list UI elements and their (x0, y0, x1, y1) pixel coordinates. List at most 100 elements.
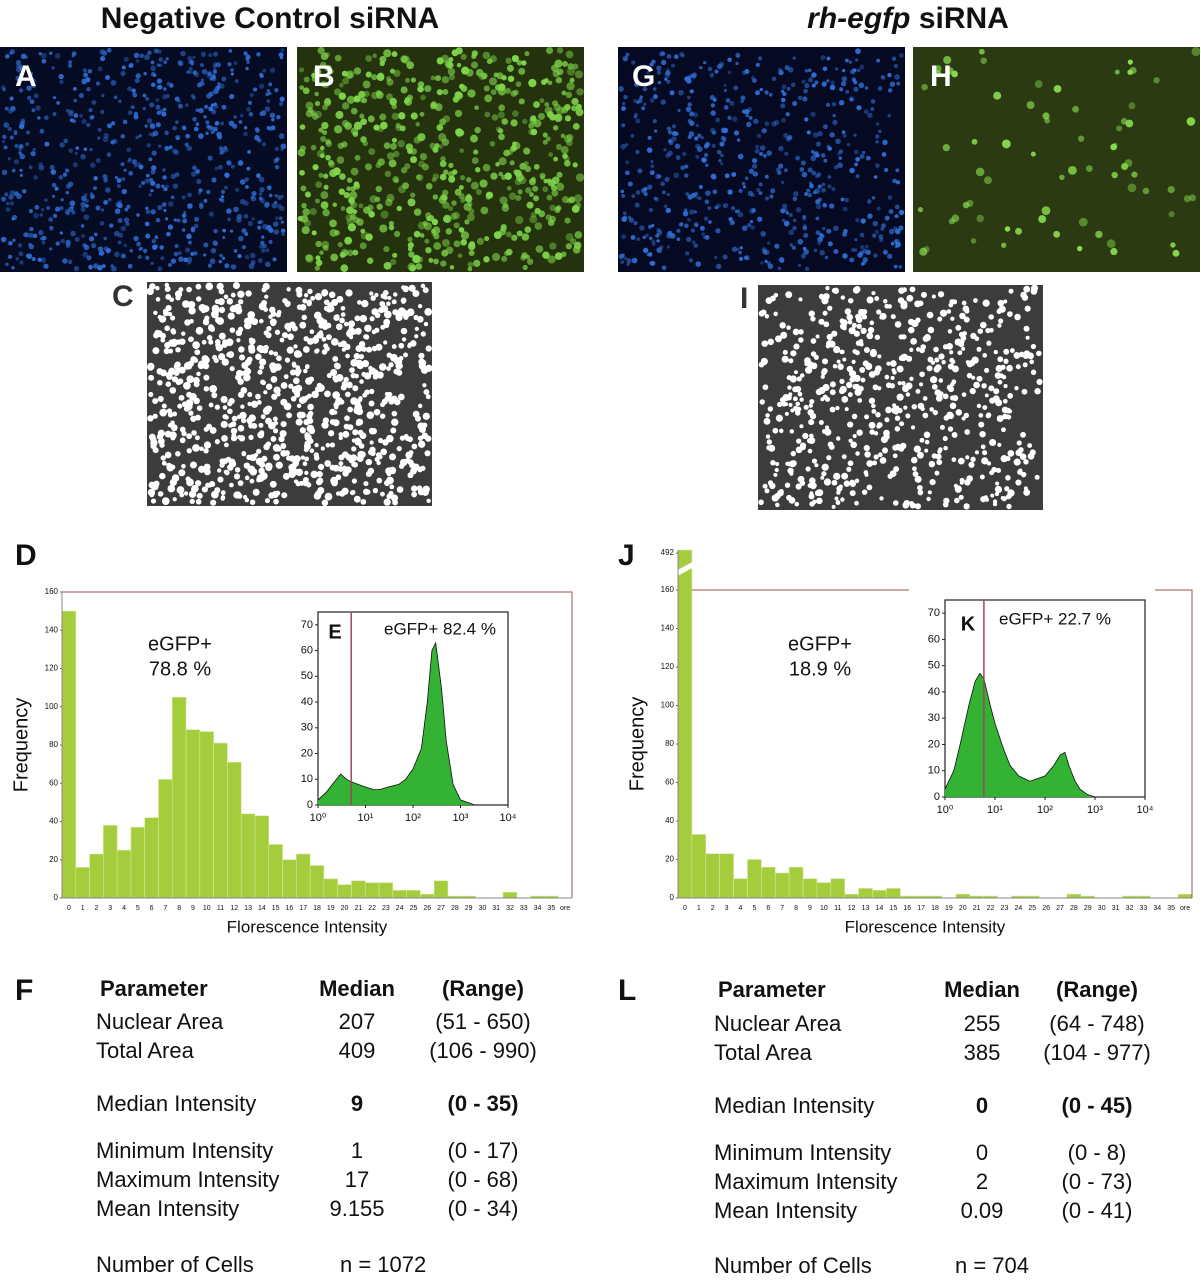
cell (410, 485, 418, 492)
bar (886, 888, 901, 899)
cell (687, 95, 691, 100)
cell (929, 478, 936, 486)
cell (861, 314, 868, 320)
cell (651, 239, 656, 244)
cell (105, 187, 111, 193)
cell (382, 439, 389, 446)
cell (320, 446, 325, 451)
cell (342, 77, 350, 85)
x-tick-label: 24 (396, 905, 404, 912)
cell (886, 361, 891, 366)
cell (458, 83, 465, 90)
cell (144, 221, 150, 227)
x-tick-label: 26 (1042, 905, 1050, 912)
cell (56, 100, 61, 105)
cell (924, 448, 929, 453)
cell (17, 243, 23, 248)
cell (359, 379, 364, 384)
cell (800, 253, 806, 259)
cell (440, 260, 447, 267)
cell (684, 164, 689, 169)
cell (34, 204, 40, 210)
cell (622, 101, 626, 106)
cell (560, 133, 566, 139)
cell (809, 477, 816, 484)
cell (887, 253, 893, 259)
cell (145, 173, 150, 178)
cell (173, 218, 177, 222)
cell (320, 201, 329, 210)
cell (986, 461, 992, 466)
cell (51, 66, 55, 70)
cell (369, 291, 374, 296)
cell (736, 138, 741, 142)
cell (873, 431, 879, 436)
cell (163, 348, 170, 355)
cell (191, 430, 197, 436)
cell (965, 360, 970, 365)
cell (80, 153, 86, 160)
cell (649, 236, 653, 240)
cell (938, 353, 945, 360)
cell (562, 153, 568, 159)
cell (171, 474, 180, 482)
cell (811, 458, 818, 464)
cell (234, 79, 239, 84)
x-tick-label: 33 (1139, 905, 1147, 912)
cell (82, 251, 88, 258)
cell (7, 126, 12, 132)
cell (192, 55, 196, 59)
cell (910, 425, 916, 430)
cell (7, 254, 13, 259)
cell (635, 118, 641, 124)
cell (811, 170, 817, 176)
cell (506, 185, 512, 191)
cell (748, 168, 754, 174)
cell (123, 56, 129, 62)
cell (113, 95, 118, 100)
cell (336, 295, 344, 303)
x-tick-label: 1 (81, 905, 85, 912)
cell (1078, 217, 1088, 227)
cell (33, 212, 39, 219)
cell (337, 142, 344, 149)
cell (74, 151, 78, 155)
cell (9, 190, 16, 196)
cell (888, 228, 895, 235)
cell (645, 233, 649, 238)
table-cell: 409 (339, 1038, 376, 1063)
cell (819, 249, 825, 256)
cell (516, 60, 523, 66)
cell (566, 67, 576, 76)
cell (211, 109, 217, 115)
cell (114, 230, 120, 237)
cell (383, 261, 392, 270)
cell (270, 366, 277, 373)
cell (19, 260, 24, 265)
cell (1085, 165, 1093, 172)
cell (393, 357, 402, 365)
cell (909, 376, 914, 381)
cell (80, 201, 87, 208)
y-tick-label: 80 (49, 740, 58, 749)
cell (1170, 242, 1176, 248)
cell (530, 176, 536, 182)
cell (65, 243, 71, 248)
x-tick-label: 10³ (453, 812, 469, 824)
cell (213, 228, 218, 234)
cell (170, 258, 177, 264)
cell (208, 480, 216, 488)
cell (407, 262, 416, 271)
cell (896, 393, 904, 401)
cell (243, 131, 248, 137)
cell (817, 197, 822, 202)
cell (910, 456, 918, 464)
cell (737, 211, 744, 218)
table-cell: (0 - 8) (1068, 1140, 1127, 1165)
cell (316, 478, 323, 486)
cell (824, 255, 829, 260)
cell (196, 492, 203, 499)
cell (791, 378, 796, 383)
cell (256, 448, 262, 454)
cell (379, 60, 385, 67)
